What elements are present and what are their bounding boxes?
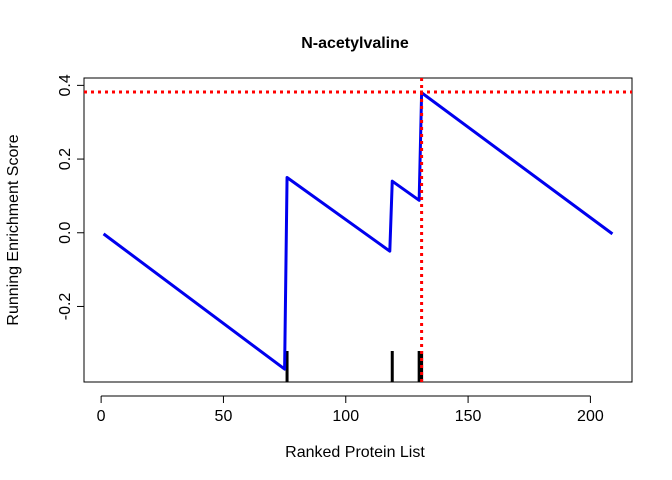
x-axis: 0 50 100 150 200 — [97, 395, 604, 425]
series-group — [102, 91, 614, 371]
max-es-reference-lines — [84, 78, 632, 382]
x-tick-label: 150 — [455, 408, 482, 425]
x-tick-label: 100 — [332, 408, 359, 425]
y-tick-label: 0.2 — [57, 148, 74, 170]
x-tick-label: 0 — [97, 408, 106, 425]
running-enrichment-line — [102, 91, 614, 371]
x-tick-label: 200 — [577, 408, 604, 425]
y-tick-label: 0.0 — [57, 222, 74, 244]
x-tick-label: 50 — [215, 408, 233, 425]
hit-markers — [285, 351, 424, 382]
y-axis: -0.2 0.0 0.2 0.4 — [57, 74, 85, 321]
y-tick-label: -0.2 — [57, 293, 74, 321]
x-axis-label: Ranked Protein List — [285, 444, 425, 461]
chart-title: N-acetylvaline — [301, 35, 409, 52]
y-axis-label: Running Enrichment Score — [5, 134, 22, 325]
y-tick-label: 0.4 — [57, 74, 74, 96]
